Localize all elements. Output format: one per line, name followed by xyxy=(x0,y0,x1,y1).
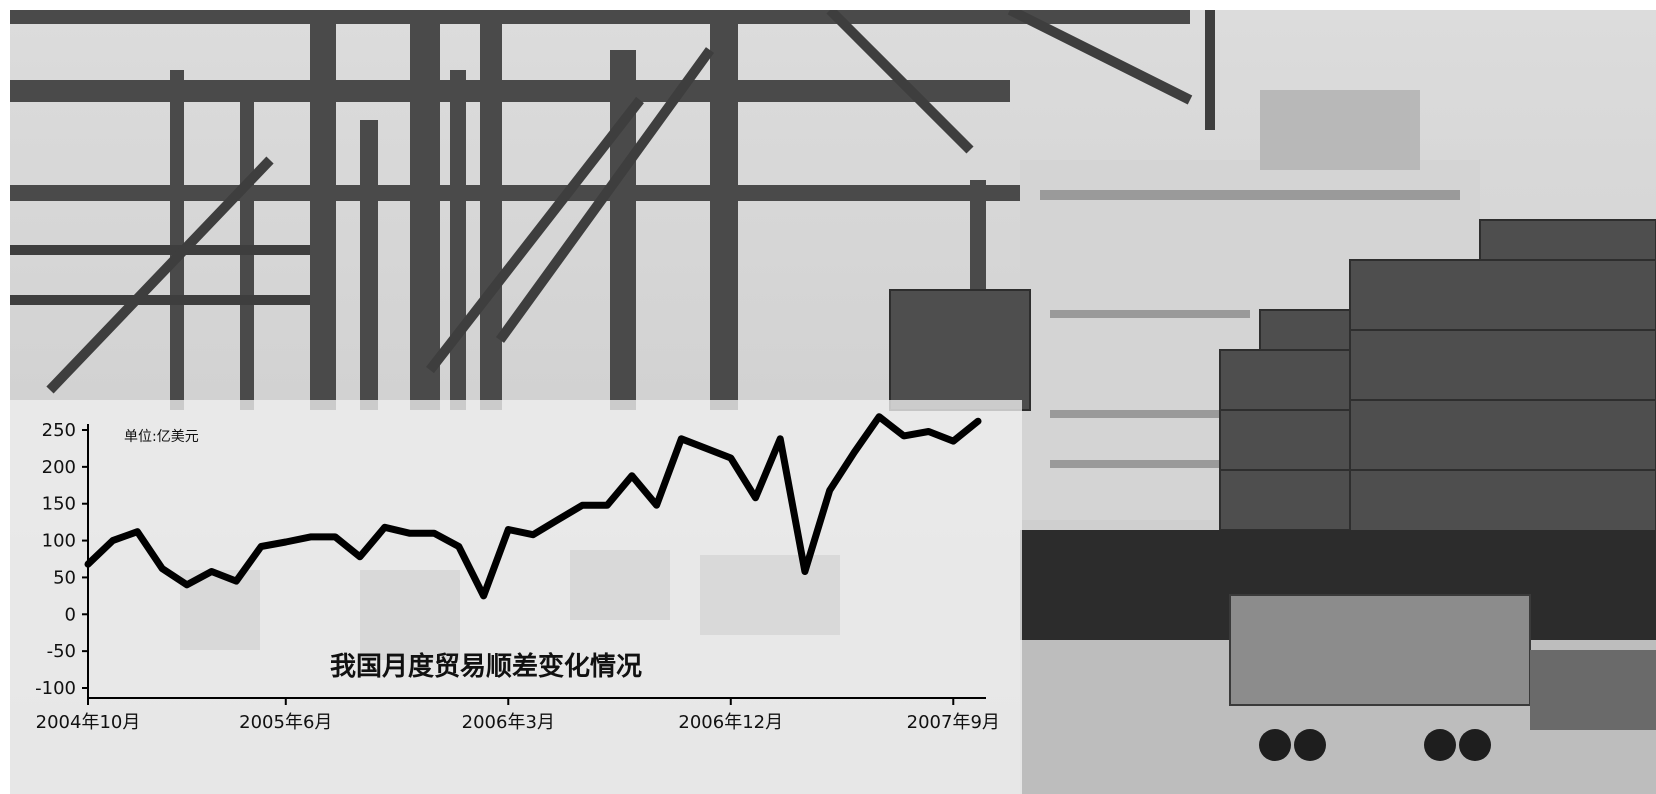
data-point xyxy=(109,537,116,544)
chart-panel xyxy=(10,400,1022,794)
data-point xyxy=(505,526,512,533)
data-point xyxy=(900,432,907,439)
data-point xyxy=(851,449,858,456)
data-point xyxy=(307,533,314,540)
x-tick-label: 2007年9月 xyxy=(907,712,1000,733)
data-point xyxy=(183,581,190,588)
data-point xyxy=(653,502,660,509)
data-point xyxy=(950,438,957,445)
data-point xyxy=(85,561,91,568)
data-point xyxy=(678,435,685,442)
y-tick-label: 50 xyxy=(53,567,76,588)
y-tick-label: 100 xyxy=(42,531,76,552)
y-tick-label: 0 xyxy=(65,604,76,625)
data-point xyxy=(628,472,635,479)
data-point xyxy=(159,565,166,572)
x-tick-label: 2004年10月 xyxy=(36,712,141,733)
data-point xyxy=(530,531,536,538)
data-point xyxy=(480,592,487,599)
y-tick-label: -50 xyxy=(47,641,76,662)
y-tick-label: 250 xyxy=(42,420,76,441)
data-point xyxy=(282,539,289,546)
data-point xyxy=(233,578,240,585)
data-point xyxy=(579,502,586,509)
y-tick-label: 150 xyxy=(42,494,76,515)
data-point xyxy=(975,418,981,425)
chart-title: 我国月度贸易顺差变化情况 xyxy=(330,651,642,682)
data-point xyxy=(777,435,784,442)
x-tick-label: 2005年6月 xyxy=(239,712,332,733)
data-point xyxy=(258,543,265,550)
figure-frame: 250 200 150 100 50 0 -50 -100 2004年10月 2005年6月 20… xyxy=(10,10,1656,794)
x-tick-label: 2006年3月 xyxy=(462,712,555,733)
data-point xyxy=(208,568,215,575)
data-point xyxy=(727,455,734,462)
unit-label: 单位:亿美元 xyxy=(124,429,199,445)
data-point xyxy=(752,494,759,501)
x-tick-label: 2006年12月 xyxy=(678,712,783,733)
data-point xyxy=(826,487,833,494)
data-points xyxy=(85,413,981,599)
data-point xyxy=(381,524,388,531)
y-tick-label: -100 xyxy=(35,678,76,699)
data-point xyxy=(455,543,462,550)
data-point xyxy=(332,533,339,540)
data-point xyxy=(703,445,710,452)
data-point xyxy=(604,502,611,509)
data-point xyxy=(134,528,141,535)
data-point xyxy=(925,428,932,435)
data-point xyxy=(431,530,438,537)
data-point xyxy=(356,553,363,560)
data-point xyxy=(406,530,413,537)
data-point xyxy=(554,516,561,523)
x-axis: 2004年10月 2005年6月 2006年3月 2006年12月 2007年9月 xyxy=(36,697,1000,733)
data-point xyxy=(801,568,808,575)
data-point xyxy=(876,413,883,420)
y-tick-label: 200 xyxy=(42,457,76,478)
